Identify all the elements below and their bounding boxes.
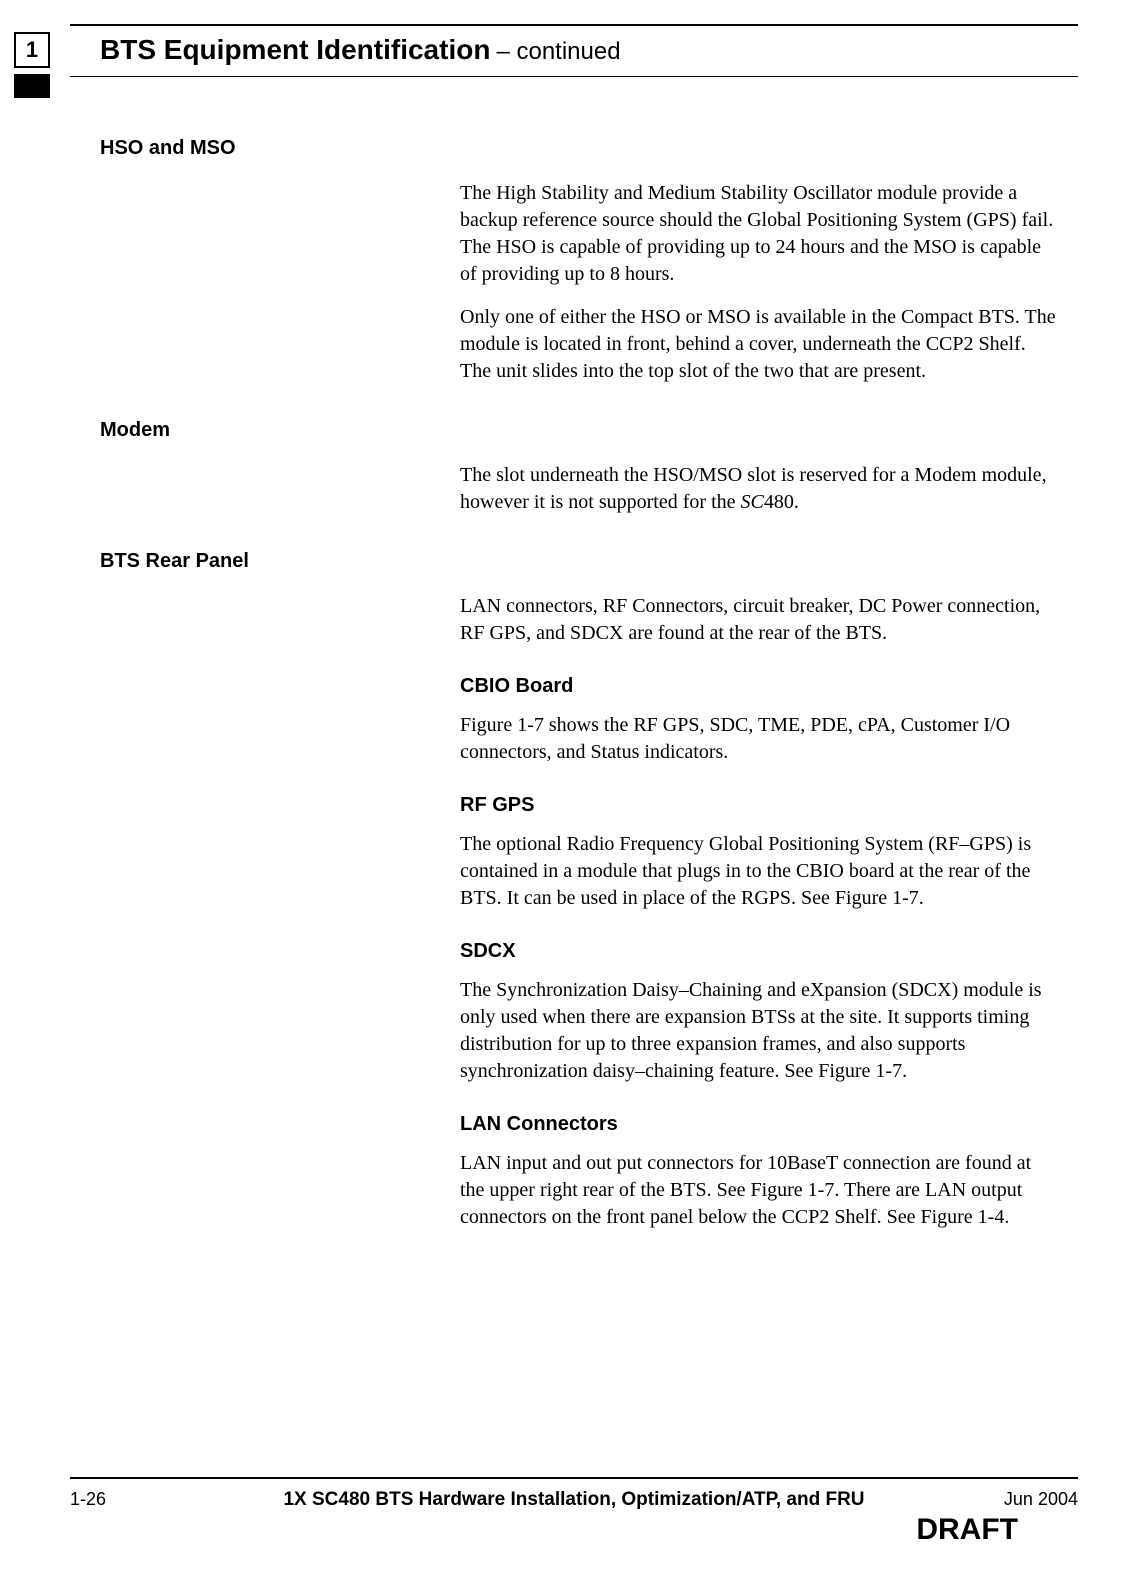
- sub-heading-lan: LAN Connectors: [460, 1113, 1078, 1136]
- body-text-run: 480.: [764, 491, 799, 513]
- body-paragraph: LAN connectors, RF Connectors, circuit b…: [460, 593, 1058, 647]
- body-paragraph: The slot underneath the HSO/MSO slot is …: [460, 462, 1058, 516]
- chapter-tab: 1: [14, 32, 50, 68]
- footer-doc-title: 1X SC480 BTS Hardware Installation, Opti…: [190, 1489, 958, 1511]
- body-text-italic: SC: [741, 491, 764, 513]
- body-paragraph: Only one of either the HSO or MSO is ava…: [460, 304, 1058, 385]
- header-title: BTS Equipment Identification: [100, 34, 490, 66]
- body-paragraph: The Synchronization Daisy–Chaining and e…: [460, 977, 1058, 1085]
- body-paragraph: The High Stability and Medium Stability …: [460, 180, 1058, 288]
- sub-heading-rfgps: RF GPS: [460, 794, 1078, 817]
- body-paragraph: Figure 1-7 shows the RF GPS, SDC, TME, P…: [460, 712, 1058, 766]
- section-heading-hso-mso: HSO and MSO: [100, 137, 1078, 160]
- header-continued: – continued: [496, 38, 620, 66]
- content: HSO and MSO The High Stability and Mediu…: [70, 137, 1078, 1231]
- sub-heading-sdcx: SDCX: [460, 940, 1078, 963]
- black-marker: [14, 74, 50, 98]
- page: 1 BTS Equipment Identification – continu…: [0, 0, 1148, 1577]
- footer-page-number: 1-26: [70, 1489, 190, 1510]
- section-heading-bts-rear: BTS Rear Panel: [100, 550, 1078, 573]
- sub-heading-cbio: CBIO Board: [460, 675, 1078, 698]
- section-heading-modem: Modem: [100, 419, 1078, 442]
- footer-rule: [70, 1477, 1078, 1479]
- body-paragraph: The optional Radio Frequency Global Posi…: [460, 831, 1058, 912]
- footer-date: Jun 2004: [958, 1489, 1078, 1510]
- header-rule-top: [70, 24, 1078, 26]
- body-paragraph: LAN input and out put connectors for 10B…: [460, 1150, 1058, 1231]
- page-header: BTS Equipment Identification – continued: [100, 34, 1078, 66]
- footer-watermark: DRAFT: [70, 1513, 1078, 1547]
- page-footer: 1-26 1X SC480 BTS Hardware Installation,…: [70, 1477, 1078, 1547]
- footer-row: 1-26 1X SC480 BTS Hardware Installation,…: [70, 1489, 1078, 1511]
- header-rule-bottom: [70, 76, 1078, 77]
